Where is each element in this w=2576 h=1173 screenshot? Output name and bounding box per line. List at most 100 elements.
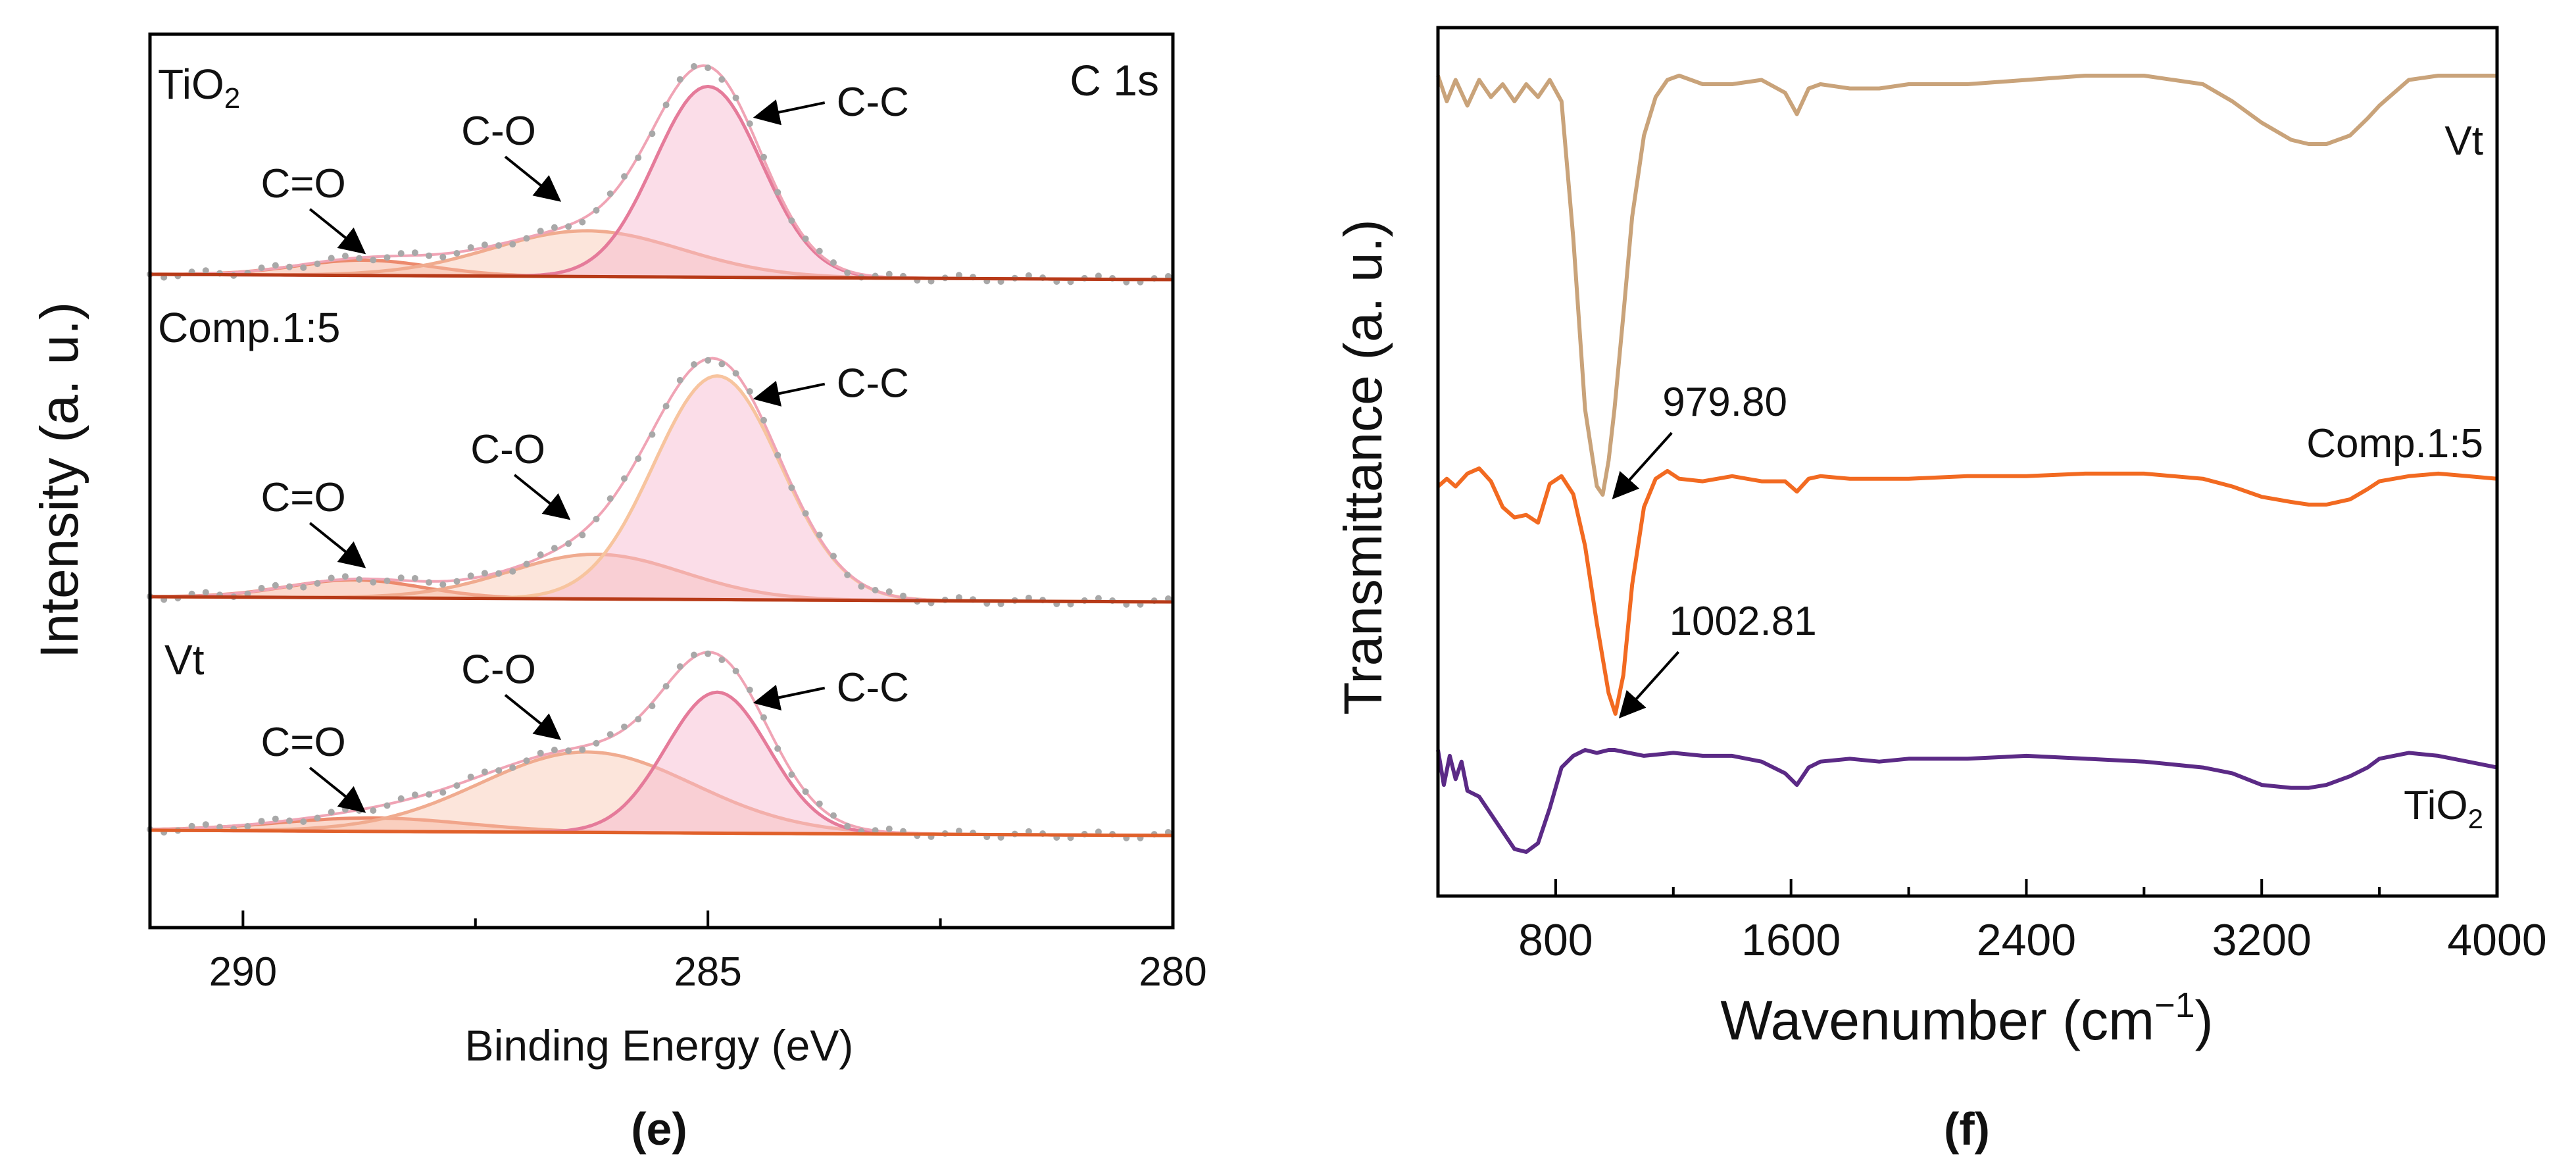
xps-raw-point: [635, 455, 642, 462]
xps-raw-point: [411, 575, 418, 582]
xps-raw-point: [635, 716, 642, 723]
xps-annotation-label: C=O: [261, 475, 346, 520]
xps-raw-point: [341, 253, 349, 260]
xps-raw-point: [509, 568, 516, 575]
xps-raw-point: [844, 571, 851, 578]
ftir-peak-label: 1002.81: [1670, 599, 1817, 644]
xps-raw-point: [816, 532, 823, 539]
xps-raw-point: [328, 255, 335, 262]
xps-raw-point: [397, 574, 405, 582]
xps-raw-point: [286, 263, 293, 270]
xps-raw-point: [384, 254, 391, 261]
xps-raw-point: [356, 255, 363, 262]
xps-raw-point: [816, 800, 823, 807]
xps-raw-point: [426, 791, 433, 798]
xps-raw-point: [300, 818, 307, 825]
xps-raw-point: [760, 714, 767, 721]
xps-raw-point: [397, 795, 405, 802]
xps-raw-point: [523, 757, 530, 764]
xps-raw-point: [732, 668, 739, 674]
xps-raw-point: [495, 767, 503, 774]
xps-raw-point: [844, 269, 851, 276]
xps-raw-point: [509, 764, 516, 771]
xps-component-fill: [150, 230, 1173, 280]
xps-annotation-arrow: [309, 208, 366, 255]
xps-series-label-text: Comp.1:5: [158, 304, 340, 351]
xps-raw-point: [314, 814, 321, 822]
xps-raw-point: [453, 250, 460, 257]
xps-series-label: Comp.1:5: [158, 304, 340, 351]
xps-raw-point: [900, 592, 906, 599]
xps-raw-point: [495, 570, 503, 577]
xps-raw-point: [802, 510, 809, 517]
xps-raw-point: [509, 241, 516, 248]
xps-series-vt: [147, 650, 1174, 841]
xps-raw-point: [649, 431, 656, 438]
xps-raw-point: [384, 802, 391, 809]
xps-baseline: [149, 595, 1174, 604]
xps-raw-point: [551, 746, 558, 753]
xps-raw-point: [188, 822, 195, 830]
xps-raw-point: [760, 416, 767, 424]
xps-raw-point: [300, 264, 307, 271]
ftir-peak-label: 979.80: [1662, 380, 1787, 425]
xps-raw-point: [691, 361, 697, 368]
xps-raw-point: [705, 357, 712, 364]
xps-raw-point: [872, 827, 879, 834]
xps-title: C 1s: [1070, 56, 1159, 105]
xps-raw-point: [426, 579, 433, 586]
xps-raw-point: [593, 739, 600, 747]
xps-raw-point: [495, 242, 503, 249]
xps-series-label: Vt: [164, 636, 205, 684]
xps-raw-point: [328, 574, 335, 582]
xps-raw-point: [662, 683, 670, 690]
xps-raw-point: [481, 570, 488, 577]
xps-annotation-arrow: [753, 684, 826, 711]
xps-series-label-subscript: 2: [224, 82, 240, 114]
xps-raw-point: [1095, 595, 1102, 602]
xps-annotation-label: C=O: [261, 720, 346, 765]
xps-raw-point: [691, 62, 697, 70]
xps-x-ticks: 290 285 280: [209, 911, 1207, 995]
xps-raw-point: [216, 824, 223, 831]
ftir-line-comp-1-5: [1437, 466, 2498, 716]
xps-raw-point: [885, 270, 893, 278]
xps-raw-point: [258, 818, 265, 825]
ftir-x-axis-label-sup: −1: [2154, 986, 2195, 1025]
xps-component-fill: [150, 752, 1173, 836]
xps-raw-point: [328, 809, 335, 816]
xps-y-axis-label: Intensity (a. u.): [30, 302, 89, 659]
xps-raw-point: [481, 241, 488, 249]
ftir-series-label-text: Vt: [2444, 118, 2483, 164]
ftir-x-axis-label-base: Wavenumber (cm: [1720, 989, 2154, 1051]
xps-panel: TiO2 C-C C-O C=O Comp.1:5 C-C C-O C=O Vt C-C C-O C=…: [30, 32, 1207, 1155]
xps-annotation-label: C-C: [837, 361, 909, 407]
xps-raw-point: [593, 515, 600, 522]
xps-raw-point: [523, 561, 530, 568]
xps-annotation-layer: TiO2 C-C C-O C=O Comp.1:5 C-C C-O C=O Vt C-C C-O C=…: [158, 61, 909, 813]
xps-annotation-label: C-O: [461, 647, 536, 692]
xps-raw-point: [426, 252, 433, 259]
xps-raw-point: [955, 594, 962, 601]
ftir-panel: Vt Comp.1:5 TiO2 979.80 1002.81 800 1600 2400 3…: [1333, 26, 2547, 1155]
xps-raw-point: [341, 806, 349, 813]
xps-raw-point: [662, 101, 670, 109]
ftir-series-layer: [1436, 74, 2498, 854]
xps-raw-point: [816, 247, 823, 255]
xps-raw-point: [760, 153, 767, 161]
xps-raw-point: [341, 573, 349, 580]
xps-raw-point: [397, 250, 405, 257]
ftir-line-vt: [1436, 74, 2497, 497]
xps-raw-point: [802, 788, 809, 795]
xps-raw-point: [593, 207, 600, 214]
xps-raw-point: [746, 686, 753, 693]
xps-raw-point: [314, 261, 321, 268]
xps-raw-point: [565, 223, 572, 230]
xps-raw-point: [439, 253, 447, 261]
xps-raw-point: [621, 475, 628, 482]
xps-raw-point: [621, 723, 628, 730]
ftir-y-axis-label: Transmittance (a. u.): [1333, 219, 1393, 714]
xps-annotation-label: C-C: [837, 665, 909, 711]
xps-raw-point: [579, 218, 586, 226]
ftir-x-tick-label: 3200: [2212, 915, 2312, 965]
